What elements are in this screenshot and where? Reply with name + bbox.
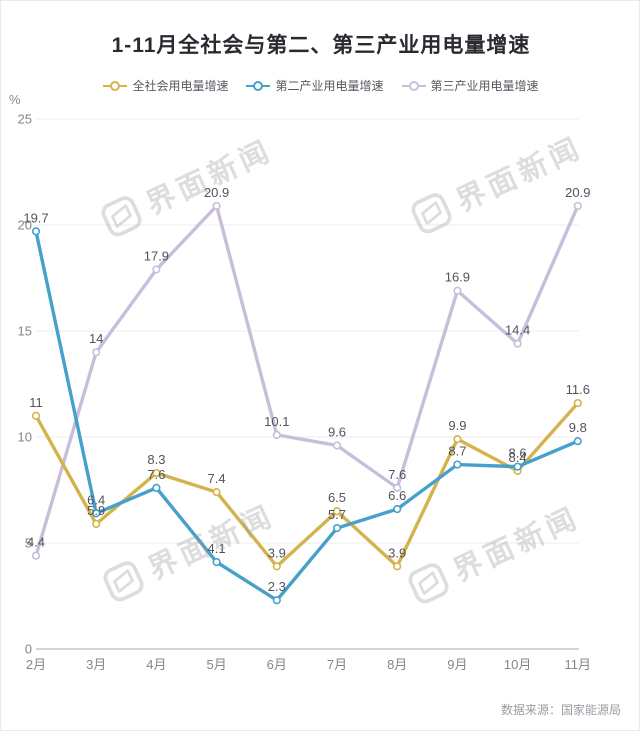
- data-label: 9.9: [448, 418, 466, 433]
- data-label: 3.9: [268, 545, 286, 560]
- x-axis-tick-label: 3月: [86, 657, 106, 672]
- data-label: 4.1: [208, 541, 226, 556]
- legend-label: 全社会用电量增速: [132, 79, 229, 93]
- data-point: [152, 483, 161, 492]
- x-axis-tick-label: 9月: [447, 657, 467, 672]
- legend-item-tertiary-industry[interactable]: 第三产业用电量增速: [401, 77, 539, 94]
- data-label: 7.6: [147, 467, 165, 482]
- data-label: 8.7: [448, 444, 466, 459]
- data-label: 16.9: [445, 270, 470, 285]
- legend-label: 第二产业用电量增速: [275, 79, 384, 93]
- data-label: 9.8: [569, 420, 587, 435]
- data-label: 14.4: [505, 323, 530, 338]
- x-axis-tick-label: 6月: [267, 657, 287, 672]
- x-axis-tick-label: 11月: [565, 657, 592, 672]
- data-point: [92, 348, 101, 357]
- data-point: [152, 265, 161, 274]
- data-label: 11: [29, 395, 43, 410]
- chart-title: 1-11月全社会与第二、第三产业用电量增速: [111, 34, 531, 57]
- data-point: [272, 430, 281, 439]
- data-point: [92, 509, 101, 518]
- data-label: 20.9: [565, 185, 590, 200]
- data-point: [573, 398, 582, 408]
- x-axis-tick-label: 7月: [327, 657, 347, 672]
- data-label: 17.9: [144, 249, 169, 264]
- data-label: 3.9: [388, 545, 406, 560]
- data-point: [573, 201, 582, 211]
- data-point: [212, 201, 221, 211]
- x-axis-tick-label: 2月: [26, 657, 46, 672]
- data-point: [332, 524, 342, 533]
- data-point: [453, 286, 462, 295]
- x-axis-tick-label: 5月: [206, 657, 226, 672]
- data-point: [212, 488, 221, 497]
- data-label: 4.4: [27, 535, 45, 550]
- data-point: [393, 504, 402, 514]
- data-label: 6.6: [388, 488, 406, 503]
- data-point: [573, 437, 582, 446]
- legend-line-marker-icon: [103, 80, 128, 91]
- data-point: [332, 441, 342, 450]
- y-axis-tick-label: 10: [18, 430, 32, 445]
- data-point: [393, 562, 402, 571]
- data-point: [513, 462, 522, 471]
- data-label: 6.4: [87, 492, 105, 507]
- data-point: [332, 507, 342, 516]
- data-point: [513, 339, 522, 348]
- data-label: 5.7: [328, 507, 346, 522]
- legend-line-marker-icon: [246, 80, 271, 91]
- data-point: [31, 227, 41, 236]
- y-axis-tick-label: 5: [25, 536, 32, 551]
- data-label: 7.4: [208, 471, 226, 486]
- data-label: 11.6: [566, 382, 590, 397]
- legend-label: 第三产业用电量增速: [430, 79, 539, 93]
- series-line-1: [34, 229, 580, 602]
- data-point: [272, 562, 281, 571]
- y-axis-tick-label: 25: [18, 112, 32, 127]
- data-label: 14: [89, 331, 103, 346]
- data-point: [212, 557, 221, 567]
- data-point: [31, 411, 41, 420]
- y-axis-tick-label: 0: [25, 642, 32, 657]
- data-label: 2.3: [268, 579, 286, 594]
- data-label: 6.5: [328, 490, 346, 505]
- data-label: 9.6: [328, 424, 346, 439]
- data-label: 8.4: [509, 450, 527, 465]
- x-axis-tick-label: 4月: [146, 657, 166, 672]
- data-label: 7.6: [388, 467, 406, 482]
- data-point: [92, 519, 101, 529]
- y-axis-tick-label: 15: [18, 324, 32, 339]
- data-label: 20.9: [204, 185, 229, 200]
- data-point: [393, 483, 402, 492]
- data-point: [272, 596, 281, 605]
- legend-item-secondary-industry[interactable]: 第二产业用电量增速: [246, 77, 384, 94]
- data-point: [453, 435, 462, 444]
- data-point: [453, 460, 462, 469]
- data-point: [152, 468, 161, 478]
- data-label: 8.3: [147, 452, 165, 467]
- series-line-0: [34, 401, 580, 569]
- chart-legend: 全社会用电量增速 第二产业用电量增速 第三产业用电量增速: [1, 77, 639, 94]
- data-label: 10.1: [264, 414, 289, 429]
- x-axis-tick-label: 10月: [504, 657, 531, 672]
- data-label: 8.6: [509, 446, 527, 461]
- series-line-2: [34, 204, 580, 558]
- data-label: 19.7: [23, 210, 48, 225]
- legend-line-marker-icon: [401, 80, 426, 91]
- y-axis-unit-label: %: [9, 92, 21, 107]
- legend-item-total-society[interactable]: 全社会用电量增速: [103, 77, 228, 94]
- y-axis-tick-label: 20: [18, 218, 32, 233]
- x-axis-tick-label: 8月: [387, 657, 407, 672]
- data-point: [31, 551, 41, 560]
- data-source-label: 数据来源：国家能源局: [500, 703, 621, 717]
- data-label: 5.9: [87, 503, 105, 518]
